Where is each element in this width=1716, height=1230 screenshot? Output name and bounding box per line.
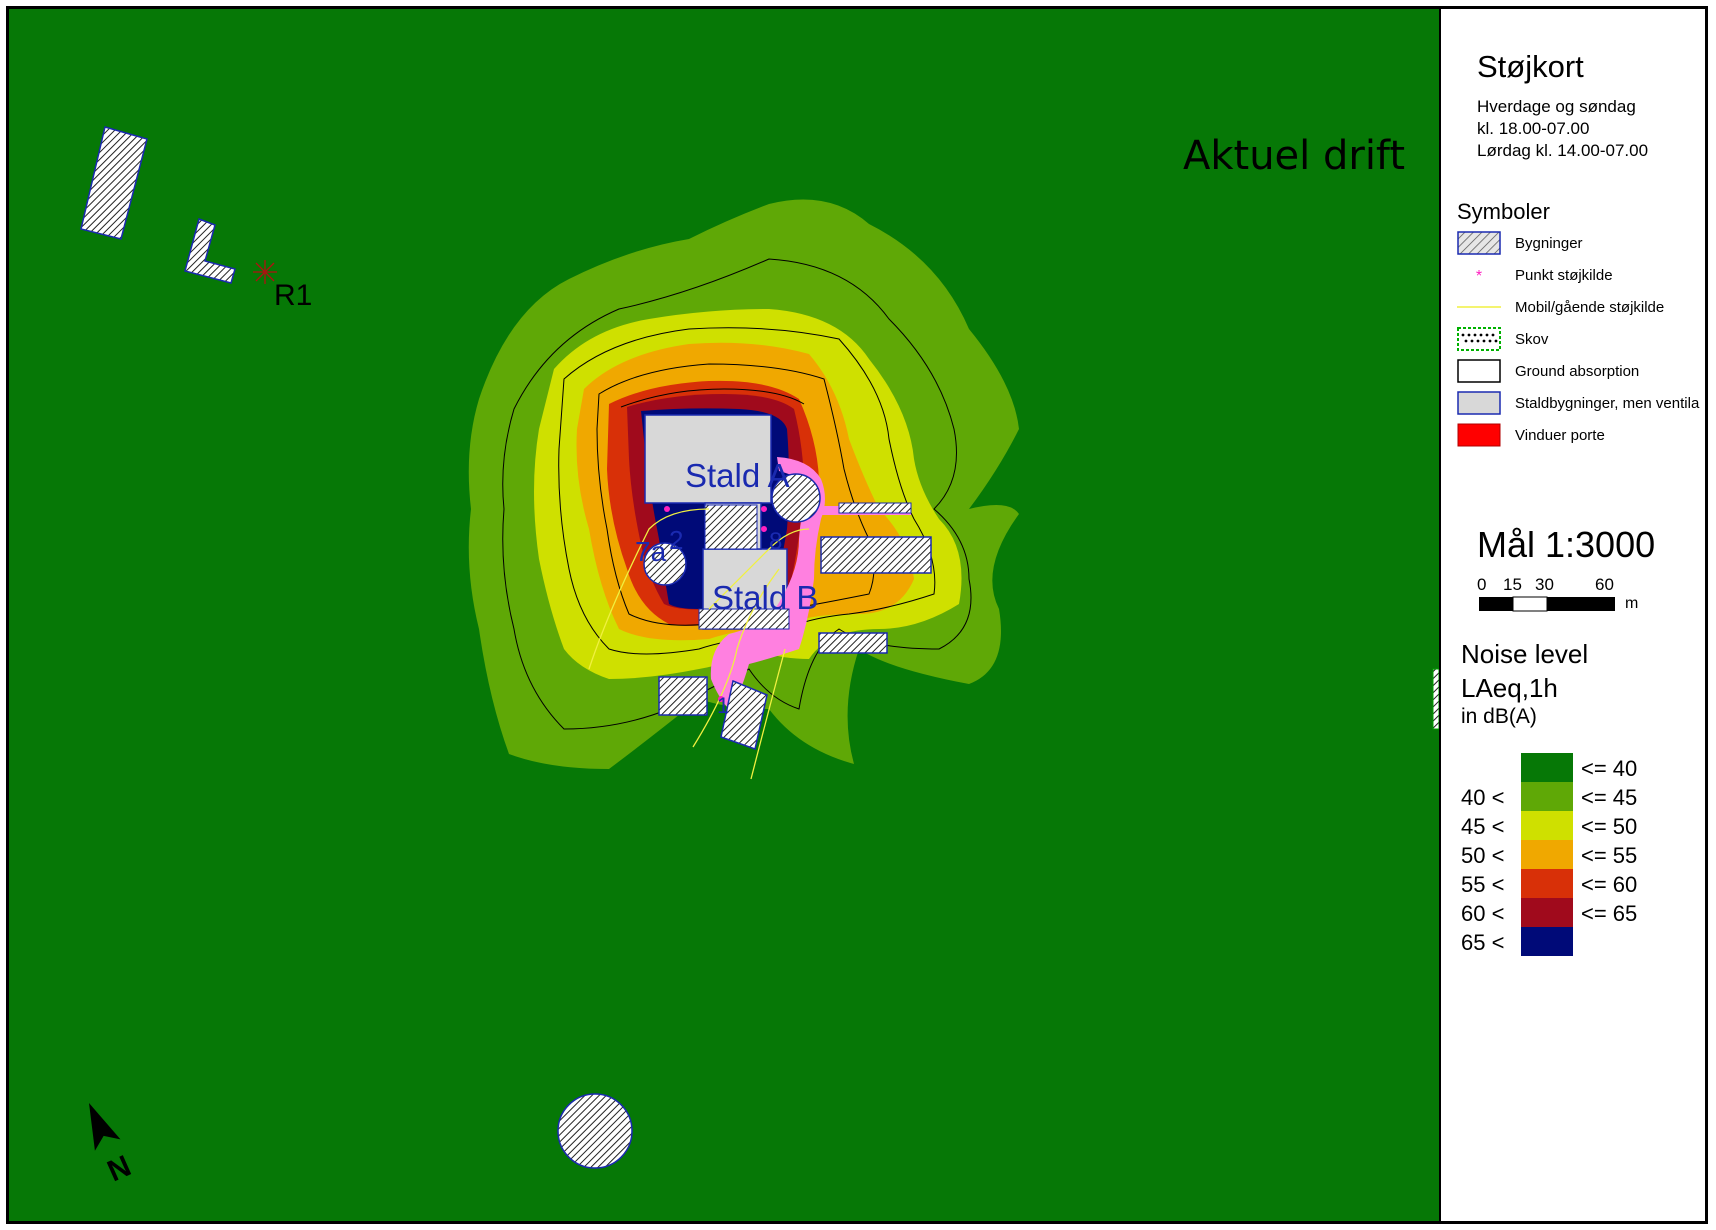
- symbol-label: Staldbygninger, men ventila: [1515, 395, 1700, 412]
- symbol-label: Ground absorption: [1515, 363, 1640, 380]
- band-swatch: [1521, 811, 1573, 840]
- noise-band-row: 60 < <= 65: [1441, 898, 1705, 927]
- map-title: Aktuel drift: [1183, 133, 1405, 179]
- building-south-1: [658, 676, 708, 716]
- noise-metric: LAeq,1h: [1461, 673, 1558, 703]
- band-swatch: [1521, 753, 1573, 782]
- source-label-1: 1: [717, 693, 729, 718]
- stable-building-icon: [1457, 391, 1501, 415]
- hatched-building-icon: [1457, 231, 1501, 255]
- building-nw-l: [184, 218, 236, 284]
- band-swatch: [1521, 782, 1573, 811]
- symbol-label: Punkt støjkilde: [1515, 267, 1613, 284]
- symbols-heading: Symboler: [1457, 199, 1550, 224]
- symbol-row-windows-doors: Vinduer porte: [1457, 423, 1705, 449]
- source-label-2: 2: [669, 525, 683, 555]
- legend-subtitle-line-3: Lørdag kl. 14.00-07.00: [1477, 141, 1649, 160]
- band-upper: <= 45: [1581, 785, 1638, 810]
- building-middle-hatch: [704, 504, 758, 550]
- symbol-row-stable-buildings: Staldbygninger, men ventila: [1457, 391, 1705, 417]
- mobile-source-lines: [588, 508, 810, 780]
- noise-map: R1 Stald A Stald B 7a 2 8 1 Aktuel drift…: [9, 9, 1439, 1221]
- silo-2: [643, 542, 687, 586]
- band-swatch: [1521, 869, 1573, 898]
- point-source-icon: *: [1476, 268, 1482, 285]
- svg-text:*: *: [1476, 268, 1482, 285]
- symbol-row-ground-absorption: Ground absorption: [1457, 359, 1705, 385]
- scale-unit: m: [1625, 595, 1639, 612]
- scale-tick-15: 15: [1503, 575, 1522, 594]
- symbol-label: Mobil/gående støjkilde: [1515, 299, 1665, 316]
- building-east-2: [838, 502, 912, 514]
- symbol-row-mobile-source: Mobil/gående støjkilde: [1457, 295, 1705, 321]
- mobile-source-area: [710, 457, 825, 709]
- band-swatch: [1521, 840, 1573, 869]
- legend-subtitle-line-1: Hverdage og søndag: [1477, 97, 1636, 116]
- noise-band-row: 45 < <= 50: [1441, 811, 1705, 840]
- band-lower: 40 <: [1461, 785, 1505, 810]
- source-label-8: 8: [769, 528, 782, 555]
- window-door-icon: [1457, 423, 1501, 447]
- scale-tick-0: 0: [1477, 575, 1487, 594]
- forest-icon: [1457, 327, 1501, 351]
- symbol-row-forest: Skov: [1457, 327, 1705, 353]
- scale-bar: [1479, 596, 1615, 612]
- legend-panel: Støjkort Hverdage og søndag kl. 18.00-07…: [1439, 9, 1705, 1221]
- noise-band-row: <= 40: [1441, 753, 1705, 782]
- symbol-label: Bygninger: [1515, 235, 1583, 252]
- symbol-row-buildings: Bygninger: [1457, 231, 1705, 257]
- noise-band-row: 50 < <= 55: [1441, 840, 1705, 869]
- receiver-r1-label: R1: [274, 279, 312, 312]
- band-upper: <= 50: [1581, 814, 1638, 839]
- contour-lines: [502, 258, 972, 730]
- band-swatch: [1521, 898, 1573, 927]
- noise-band-row: 55 < <= 60: [1441, 869, 1705, 898]
- symbol-label: Skov: [1515, 331, 1549, 348]
- band-lower: 55 <: [1461, 872, 1505, 897]
- hatched-buildings: [80, 126, 932, 1169]
- noise-heading: Noise level: [1461, 639, 1589, 669]
- building-stald-a: [644, 414, 772, 504]
- band-lower: 60 <: [1461, 901, 1505, 926]
- label-stald-b: Stald B: [712, 579, 818, 616]
- legend-title: Støjkort: [1477, 49, 1584, 84]
- band-upper: <= 55: [1581, 843, 1638, 868]
- band-lower: 45 <: [1461, 814, 1505, 839]
- label-stald-a: Stald A: [685, 457, 790, 494]
- ground-absorption-icon: [1457, 359, 1501, 383]
- building-east-3: [818, 632, 888, 654]
- band-upper: <= 65: [1581, 901, 1638, 926]
- mobile-source-icon: [1457, 306, 1501, 308]
- scale-tick-30: 30: [1535, 575, 1554, 594]
- scale-title: Mål 1:3000: [1477, 524, 1656, 565]
- band-upper: <= 60: [1581, 872, 1638, 897]
- band-lower: 65 <: [1461, 930, 1505, 955]
- band-lower: 50 <: [1461, 843, 1505, 868]
- building-east-1: [820, 536, 932, 574]
- noise-band-row: 65 <: [1441, 927, 1705, 956]
- point-sources: [664, 506, 767, 702]
- silo-south: [557, 1093, 633, 1169]
- building-south-2: [720, 679, 768, 750]
- forest-patch: [1432, 668, 1439, 730]
- legend-subtitle-line-2: kl. 18.00-07.00: [1477, 119, 1590, 138]
- map-frame: R1 Stald A Stald B 7a 2 8 1 Aktuel drift…: [6, 6, 1708, 1224]
- band-upper: <= 40: [1581, 756, 1638, 781]
- band-swatch: [1521, 927, 1573, 956]
- symbol-label: Vinduer porte: [1515, 427, 1605, 444]
- source-label-7a: 7a: [635, 536, 667, 567]
- noise-unit: in dB(A): [1461, 705, 1537, 728]
- symbol-row-point-source: * Punkt støjkilde: [1457, 263, 1705, 289]
- receiver-r1-icon: [253, 260, 277, 284]
- silo-1: [771, 473, 821, 523]
- scale-tick-60: 60: [1595, 575, 1614, 594]
- building-nw-1: [80, 126, 148, 240]
- noise-band-row: 40 < <= 45: [1441, 782, 1705, 811]
